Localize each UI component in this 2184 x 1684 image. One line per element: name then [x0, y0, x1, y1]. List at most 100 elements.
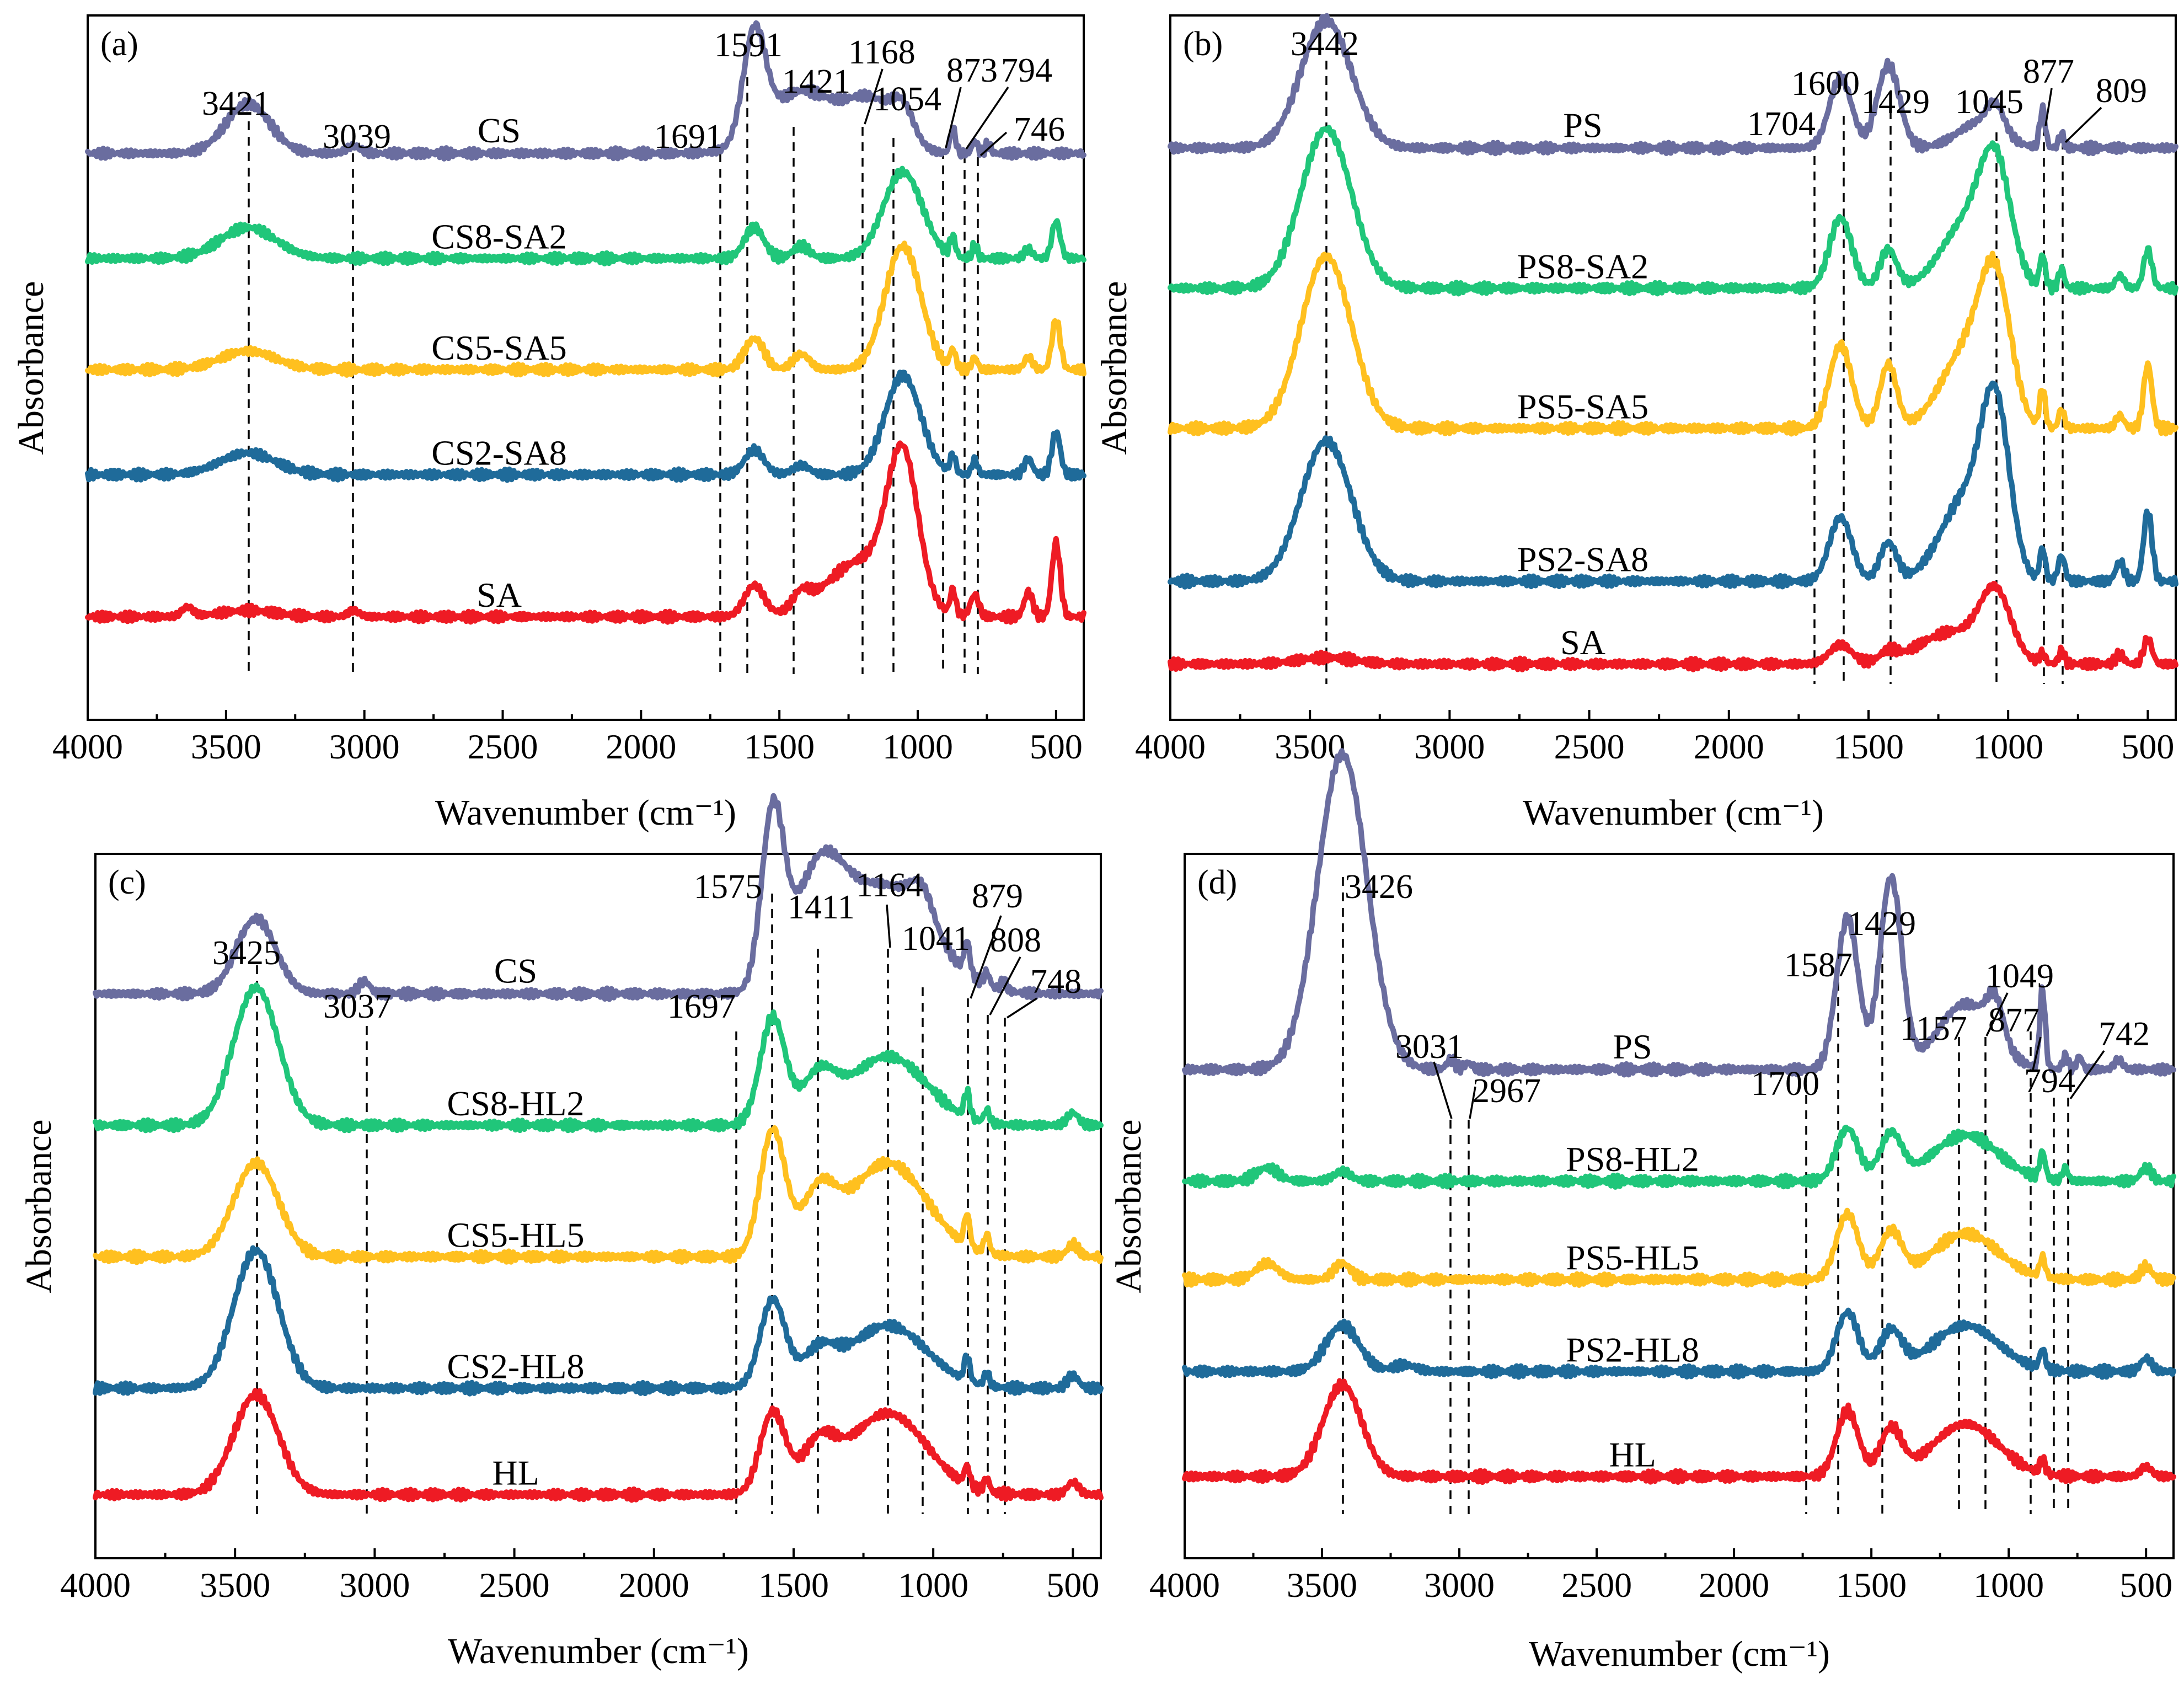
- spectrum-ps2-sa8: [1168, 380, 2178, 590]
- peak-label: 3037: [323, 988, 392, 1025]
- annotation-arrow: [989, 956, 1021, 1015]
- peak-label: 3421: [202, 85, 270, 122]
- peak-labels: 3442 1704 1600 1429 1045 877 809: [1291, 25, 2147, 143]
- x-tick-label: 4000: [60, 1565, 131, 1605]
- spectrum-cs5-hl5: [93, 1125, 1104, 1265]
- peak-guides: [1342, 877, 2069, 1514]
- series-label: PS: [1613, 1027, 1652, 1066]
- peak-guides: [248, 77, 979, 674]
- panel-label: (b): [1183, 25, 1223, 63]
- peak-label: 877: [2023, 53, 2074, 90]
- annotation-arrow: [1985, 992, 2009, 1036]
- series-label: CS: [478, 111, 521, 150]
- peak-label: 1054: [873, 81, 941, 118]
- peak-label: 1691: [654, 118, 722, 156]
- x-tick-label: 4000: [52, 727, 123, 766]
- spectrum-cs2-sa8: [85, 370, 1086, 483]
- series-label: SA: [1560, 623, 1605, 662]
- series-label: CS: [494, 951, 537, 991]
- x-tick-label: 2000: [619, 1565, 689, 1605]
- x-tick-label: 1500: [744, 727, 815, 766]
- spectrum-hl: [1182, 1378, 2176, 1485]
- peak-label: 742: [2099, 1015, 2150, 1053]
- spectrum-cs2-hl8: [93, 1245, 1104, 1397]
- spectrum-cs: [93, 793, 1104, 1002]
- panel-label: (d): [1197, 864, 1237, 901]
- x-axis-label: Wavenumber (cm⁻¹): [1529, 1634, 1830, 1674]
- x-tick-label: 1000: [898, 1565, 968, 1605]
- peak-label: 877: [1988, 1002, 2040, 1039]
- peak-label: 1411: [788, 889, 855, 926]
- series-label: CS5-HL5: [447, 1215, 585, 1254]
- annotation-arrow: [970, 915, 1002, 999]
- series-label: PS5-HL5: [1566, 1238, 1699, 1277]
- x-tick-label: 2500: [1554, 727, 1625, 766]
- peak-label: 1157: [1900, 1010, 1967, 1047]
- x-tick-label: 2000: [1694, 727, 1764, 766]
- peak-label: 1049: [1985, 958, 2054, 995]
- x-axis-label: Wavenumber (cm⁻¹): [1523, 793, 1824, 833]
- panel-label: (c): [108, 864, 146, 901]
- peak-label: 808: [990, 922, 1041, 959]
- series-label: CS8-HL2: [447, 1084, 585, 1123]
- annotation-arrow: [886, 904, 891, 948]
- series-label: CS8-SA2: [431, 217, 566, 256]
- panel-d: (d) Absorbance Wavenumber (cm⁻¹) 4000 350…: [1109, 748, 2176, 1674]
- peak-label: 748: [1030, 963, 1082, 1001]
- spectrum-ps8-hl2: [1182, 1125, 2176, 1190]
- x-tick-label: 1000: [882, 727, 953, 766]
- x-tick-label: 1000: [1973, 1565, 2044, 1605]
- peak-label: 1168: [848, 34, 916, 71]
- spectrum-ps: [1168, 13, 2178, 157]
- x-tick-label: 500: [1046, 1565, 1099, 1605]
- x-tick-label: 2500: [1561, 1565, 1632, 1605]
- series-label: PS8-HL2: [1566, 1140, 1699, 1179]
- annotation-arrow: [2069, 1050, 2105, 1100]
- x-tick-label: 2500: [479, 1565, 550, 1605]
- x-tick-label: 2500: [468, 727, 538, 766]
- peak-label: 1600: [1791, 65, 1860, 103]
- annotation-arrow: [979, 131, 1008, 157]
- peak-label: 1591: [714, 26, 783, 64]
- series-label: SA: [477, 575, 522, 614]
- spectra: PS PS8-HL2 PS5-HL5 PS2-HL8 HL: [1182, 748, 2176, 1485]
- spectrum-ps2-hl8: [1182, 1307, 2176, 1380]
- series-label: CS5-SA5: [431, 328, 566, 367]
- peak-label: 3426: [1345, 868, 1413, 906]
- peak-labels: 3421 3039 1691 1591 1421 1168 1054 873 7…: [202, 26, 1065, 157]
- peak-label: 794: [2024, 1062, 2075, 1100]
- series-label: PS2-SA8: [1517, 540, 1648, 579]
- spectrum-ps5-hl5: [1182, 1207, 2176, 1289]
- x-tick-label: 3000: [339, 1565, 410, 1605]
- peak-label: 879: [972, 878, 1023, 915]
- series-label: PS8-SA2: [1517, 247, 1648, 286]
- peak-label: 3039: [323, 118, 391, 156]
- x-tick-label: 1500: [758, 1565, 829, 1605]
- y-axis-label: Absorbance: [1109, 1119, 1149, 1293]
- peak-label: 1697: [667, 988, 736, 1025]
- x-tick-label: 500: [2121, 727, 2174, 766]
- panel-b: (b) Absorbance Wavenumber (cm⁻¹) 4000 350…: [1094, 13, 2178, 833]
- x-tick-label: 1500: [1836, 1565, 1907, 1605]
- peak-label: 3442: [1291, 25, 1359, 63]
- y-axis-label: Absorbance: [1094, 281, 1134, 455]
- x-tick-label: 500: [1030, 727, 1083, 766]
- peak-label: 1421: [782, 63, 850, 100]
- spectrum-hl: [93, 1388, 1104, 1503]
- spectrum-sa: [85, 440, 1086, 625]
- peak-labels: 3425 3037 1697 1575 1411 1164 1041 879 8…: [212, 867, 1082, 1025]
- x-tick-label: 1000: [1973, 727, 2043, 766]
- x-tick-label: 3000: [1424, 1565, 1495, 1605]
- annotation-arrow: [1469, 1086, 1476, 1119]
- y-axis-label: Absorbance: [19, 1119, 59, 1293]
- peak-label: 1575: [694, 868, 762, 906]
- x-ticks: 4000 3500 3000 2500 2000 1500 1000 500: [60, 1548, 1099, 1605]
- peak-label: 1704: [1747, 105, 1816, 143]
- x-tick-label: 3000: [329, 727, 400, 766]
- peak-label: 1429: [1848, 905, 1916, 943]
- peak-label: 2967: [1473, 1072, 1541, 1110]
- plot-frame: [94, 853, 1102, 1559]
- panel-a: (a) Absorbance Wavenumber (cm⁻¹) 4000 350…: [11, 14, 1086, 833]
- peak-label: 1164: [856, 867, 923, 904]
